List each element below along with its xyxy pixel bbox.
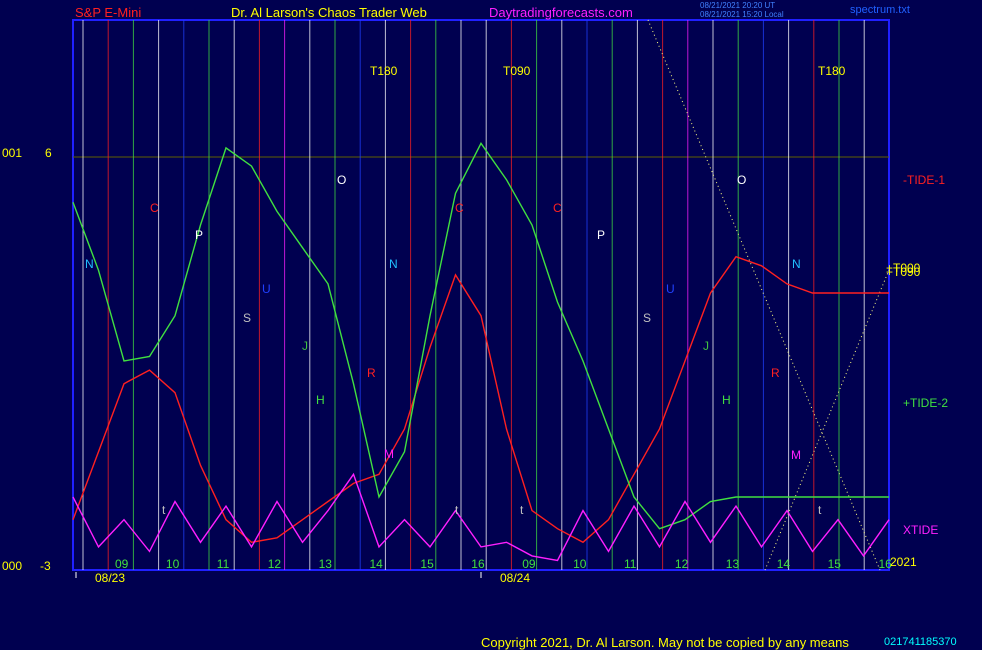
- planet-letter: C: [455, 201, 464, 215]
- y-right-bottom: -3: [40, 559, 51, 573]
- series-line-2: [72, 472, 890, 562]
- series-label: XTIDE: [903, 523, 938, 537]
- series-line-1: [72, 142, 889, 530]
- hour-tick-label: 13: [319, 557, 333, 571]
- hour-tick-label: 16: [471, 557, 485, 571]
- hour-tick-label: 16: [879, 557, 893, 571]
- date-label: 08/24: [500, 571, 530, 585]
- hour-tick-label: 10: [166, 557, 180, 571]
- hour-tick-label: 12: [268, 557, 282, 571]
- planet-letter: t: [818, 503, 822, 517]
- planet-letter: S: [243, 311, 251, 325]
- planet-letter: C: [553, 201, 562, 215]
- t-line-falling: [647, 19, 881, 571]
- series-line-0: [72, 255, 889, 544]
- planet-letter: M: [791, 448, 801, 462]
- planet-letter: J: [302, 339, 308, 353]
- hour-tick-label: 11: [624, 557, 637, 571]
- planet-letter: R: [771, 366, 780, 380]
- symbol-title: S&P E-Mini: [75, 5, 142, 20]
- planet-letter: U: [666, 282, 675, 296]
- site-link[interactable]: Daytradingforecasts.com: [489, 5, 633, 20]
- series-label: +T090: [886, 265, 921, 279]
- planet-letter: C: [150, 201, 159, 215]
- copyright-text: Copyright 2021, Dr. Al Larson. May not b…: [481, 635, 849, 650]
- serial-text: 021741185370: [884, 636, 957, 648]
- hour-tick-label: 10: [573, 557, 587, 571]
- hour-tick-label: 14: [777, 557, 791, 571]
- planet-letter: O: [737, 173, 746, 187]
- planet-letter: P: [597, 228, 605, 242]
- planet-letter: J: [703, 339, 709, 353]
- hour-tick-label: 15: [420, 557, 434, 571]
- hour-tick-label: 09: [115, 557, 129, 571]
- stamp-ut: 08/21/2021 20:20 UT: [700, 1, 776, 10]
- plot-frame: [72, 19, 890, 571]
- planet-letter: t: [162, 503, 166, 517]
- hour-tick-label: 12: [675, 557, 689, 571]
- hour-tick-label: 15: [828, 557, 842, 571]
- date-label: 08/23: [95, 571, 125, 585]
- planet-letter: S: [643, 311, 651, 325]
- planet-letter: O: [337, 173, 346, 187]
- year-label: 2021: [890, 555, 917, 569]
- y-left-bottom: 000: [2, 559, 23, 573]
- planet-letter: N: [389, 257, 398, 271]
- top-marker: T180: [818, 64, 846, 78]
- planet-letter: N: [792, 257, 801, 271]
- hour-tick-label: 09: [522, 557, 536, 571]
- series-label: -TIDE-1: [903, 173, 945, 187]
- file-name: spectrum.txt: [850, 4, 910, 16]
- planet-letter: H: [722, 393, 731, 407]
- top-marker: T180: [370, 64, 398, 78]
- planet-letter: M: [384, 447, 394, 461]
- planet-letter: R: [367, 366, 376, 380]
- planet-letter: P: [195, 228, 203, 242]
- hour-tick-label: 14: [370, 557, 384, 571]
- t-line-rising: [764, 269, 890, 571]
- series-label: +TIDE-2: [903, 396, 948, 410]
- planet-letter: H: [316, 393, 325, 407]
- hour-tick-label: 13: [726, 557, 740, 571]
- planet-letter: U: [262, 282, 271, 296]
- series-label: +T000: [886, 261, 921, 275]
- planet-letter: t: [520, 503, 524, 517]
- top-marker: T090: [503, 64, 531, 78]
- hour-tick-label: 11: [217, 557, 230, 571]
- y-right-top: 6: [45, 146, 52, 160]
- stamp-local: 08/21/2021 15:20 Local: [700, 10, 784, 19]
- planet-letter: t: [455, 503, 459, 517]
- y-left-top: 001: [2, 146, 23, 160]
- author-title: Dr. Al Larson's Chaos Trader Web: [231, 5, 427, 20]
- planet-letter: N: [85, 257, 94, 271]
